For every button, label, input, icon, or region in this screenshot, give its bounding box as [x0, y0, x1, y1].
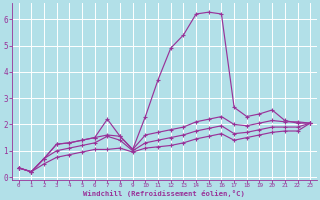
X-axis label: Windchill (Refroidissement éolien,°C): Windchill (Refroidissement éolien,°C): [84, 190, 245, 197]
